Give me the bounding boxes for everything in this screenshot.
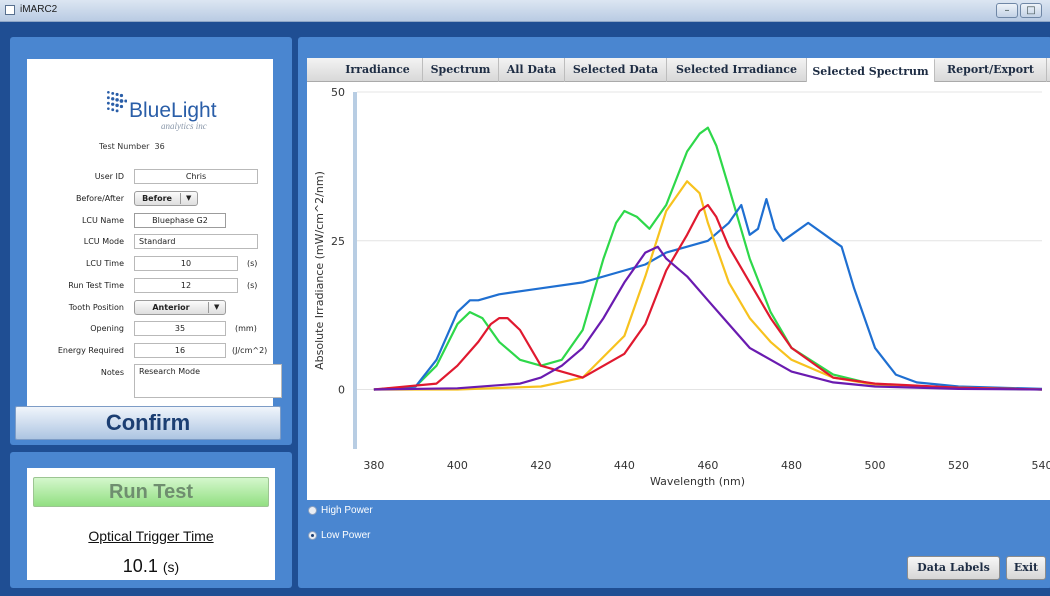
x-tick-label: 540 (1032, 459, 1050, 472)
low-power-label: Low Power (321, 530, 371, 541)
x-tick-label: 500 (864, 459, 885, 472)
exit-button[interactable]: Exit (1006, 556, 1046, 580)
x-tick-label: 380 (363, 459, 384, 472)
test-form: BlueLight analytics inc Test Number 36 U… (27, 59, 282, 433)
logo-text: BlueLight (129, 99, 217, 122)
maximize-icon[interactable]: □ (1020, 3, 1042, 18)
lcu-mode-field[interactable]: Standard (134, 234, 258, 249)
run-test-button[interactable]: Run Test (33, 477, 269, 507)
data-labels-button[interactable]: Data Labels (907, 556, 1000, 580)
y-axis-label: Absolute Irradiance (mW/cm^2/nm) (313, 171, 326, 370)
test-setup-panel: BlueLight analytics inc Test Number 36 U… (10, 37, 292, 445)
window-titlebar: iMARC2 – □ (0, 0, 1050, 22)
app-icon (5, 5, 15, 15)
energy-required-field[interactable]: 16 (134, 343, 226, 358)
run-test-time-unit: (s) (247, 281, 258, 290)
tooth-position-label: Tooth Position (68, 303, 124, 312)
lcu-mode-label: LCU Mode (83, 237, 124, 246)
run-test-time-field[interactable]: 12 (134, 278, 238, 293)
dropdown-arrow-icon: ▼ (214, 303, 220, 311)
logo-subtitle: analytics inc (161, 121, 207, 131)
optical-trigger-value: 10.1 (s) (122, 556, 180, 576)
run-test-time-label: Run Test Time (68, 281, 124, 290)
notes-label: Notes (100, 368, 124, 377)
tooth-position-select[interactable]: Anterior ▼ (134, 300, 226, 315)
x-axis-label: Wavelength (nm) (650, 475, 745, 488)
before-after-select[interactable]: Before ▼ (134, 191, 198, 206)
series-line-2 (373, 180, 1043, 391)
x-tick-label: 520 (948, 459, 969, 472)
x-tick-label: 480 (781, 459, 802, 472)
minimize-icon[interactable]: – (996, 3, 1018, 18)
tab-report-export[interactable]: Report/Export (935, 58, 1047, 82)
tab-bar: Irradiance Spectrum All Data Selected Da… (307, 58, 1050, 83)
run-test-panel: Run Test Optical Trigger Time 10.1 (s) (10, 452, 292, 588)
test-number-value: 36 (154, 142, 165, 151)
x-tick-label: 460 (697, 459, 718, 472)
high-power-label: High Power (321, 505, 373, 516)
energy-required-label: Energy Required (57, 346, 124, 355)
confirm-button[interactable]: Confirm (15, 406, 281, 440)
series-line-4 (373, 245, 1043, 391)
dropdown-arrow-icon: ▼ (186, 194, 192, 202)
trigger-card: Run Test Optical Trigger Time 10.1 (s) (27, 468, 275, 580)
opening-label: Opening (90, 324, 124, 333)
opening-unit: (mm) (235, 324, 257, 333)
x-tick-label: 420 (530, 459, 551, 472)
y-axis-bar (353, 92, 357, 449)
tab-selected-irradiance[interactable]: Selected Irradiance (667, 58, 807, 82)
low-power-radio[interactable] (308, 531, 317, 540)
tab-selected-data[interactable]: Selected Data (565, 58, 667, 82)
y-tick-label: 25 (331, 235, 345, 248)
y-tick-label: 50 (331, 86, 345, 99)
lcu-time-label: LCU Time (85, 259, 124, 268)
spectrum-chart: 0 25 50 380 400 420 440 460 480 500 520 540 Waveleng… (313, 86, 1050, 488)
window-controls: – □ (996, 3, 1042, 18)
opening-field[interactable]: 35 (134, 321, 226, 336)
user-id-field[interactable]: Chris (134, 169, 258, 184)
series-line-3 (373, 203, 1043, 391)
lcu-name-field[interactable]: Bluephase G2 (134, 213, 226, 228)
test-number: Test Number 36 (99, 142, 165, 151)
notes-field[interactable]: Research Mode (134, 364, 282, 398)
x-tick-label: 440 (614, 459, 635, 472)
x-tick-label: 400 (447, 459, 468, 472)
logo-dots-icon (106, 90, 127, 113)
lcu-time-unit: (s) (247, 259, 258, 268)
spectrum-chart-area: 0 25 50 380 400 420 440 460 480 500 520 540 Waveleng… (307, 82, 1050, 500)
energy-required-unit: (J/cm^2) (232, 346, 268, 355)
window-title: iMARC2 (20, 4, 58, 15)
lcu-name-label: LCU Name (81, 216, 124, 225)
results-panel: Irradiance Spectrum All Data Selected Da… (298, 37, 1050, 588)
user-id-label: User ID (94, 172, 124, 181)
series-line-0 (373, 126, 1043, 391)
tab-all-data[interactable]: All Data (499, 58, 565, 82)
tab-spectrum[interactable]: Spectrum (423, 58, 499, 82)
tab-selected-spectrum[interactable]: Selected Spectrum (807, 58, 935, 83)
y-tick-label: 0 (338, 384, 345, 397)
optical-trigger-label: Optical Trigger Time (88, 528, 214, 544)
tab-irradiance[interactable]: Irradiance (333, 58, 423, 82)
before-after-label: Before/After (75, 194, 124, 203)
high-power-radio[interactable] (308, 506, 317, 515)
series-line-1 (373, 197, 1043, 391)
optical-trigger-unit: (s) (162, 559, 180, 575)
lcu-time-field[interactable]: 10 (134, 256, 238, 271)
